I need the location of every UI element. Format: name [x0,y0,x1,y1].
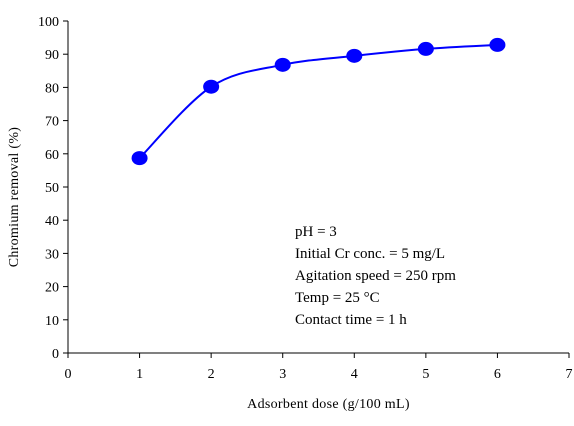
x-tick-label: 5 [422,367,429,382]
tick-labels: 0 10 20 30 40 50 60 70 80 90 100 0 1 2 3 4 5 6 7 [38,15,573,382]
y-tick-label: 90 [45,48,59,63]
x-tick-label: 6 [494,367,501,382]
y-axis-title: Chromium removal (%) [7,127,22,268]
annotation-line: pH = 3 [295,224,337,240]
x-tick-label: 4 [351,367,358,382]
y-tick-label: 80 [45,81,59,96]
data-point [274,57,291,72]
data-point [131,151,148,166]
annotation-line: Initial Cr conc. = 5 mg/L [295,246,445,262]
y-tick-label: 30 [45,247,59,262]
data-point [203,79,220,94]
y-tick-label: 70 [45,115,59,130]
y-tick-label: 0 [52,347,59,362]
annotation-line: Agitation speed = 250 rpm [295,268,456,284]
x-tick-label: 2 [208,367,215,382]
y-tick-label: 10 [45,314,59,329]
data-point [489,37,506,52]
series [131,37,506,166]
x-tick-label: 0 [65,367,72,382]
series-line [138,43,498,159]
x-tick-label: 1 [136,367,143,382]
annotation-line: Contact time = 1 h [295,312,407,328]
x-tick-label: 7 [566,367,573,382]
data-point [346,48,363,63]
y-tick-label: 50 [45,181,59,196]
x-tick-label: 3 [279,367,286,382]
annotation-box: pH = 3 Initial Cr conc. = 5 mg/L Agitation… [295,224,456,328]
annotation-line: Temp = 25 °C [295,290,380,306]
y-tick-label: 60 [45,148,59,163]
y-tick-label: 100 [38,15,59,30]
data-point [417,41,434,56]
y-tick-label: 20 [45,281,59,296]
y-tick-label: 40 [45,214,59,229]
axes [63,20,570,358]
x-axis-title: Adsorbent dose (g/100 mL) [247,397,410,412]
